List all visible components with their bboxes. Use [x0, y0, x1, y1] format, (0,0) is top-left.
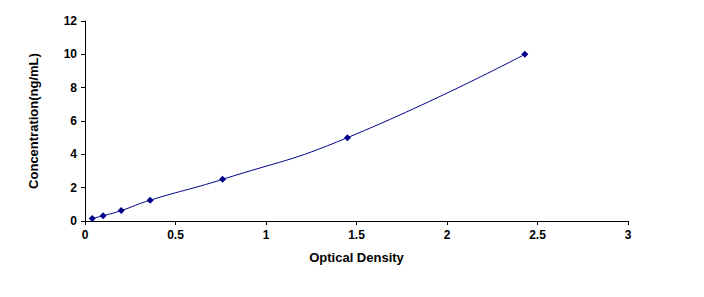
svg-text:10: 10	[64, 47, 78, 61]
svg-text:2.5: 2.5	[529, 228, 546, 242]
svg-text:1: 1	[263, 228, 270, 242]
svg-text:1.5: 1.5	[348, 228, 365, 242]
svg-text:6: 6	[70, 114, 77, 128]
svg-text:0.5: 0.5	[167, 228, 184, 242]
svg-text:4: 4	[70, 147, 77, 161]
svg-text:2: 2	[70, 181, 77, 195]
svg-text:2: 2	[444, 228, 451, 242]
svg-text:Optical Density: Optical Density	[309, 250, 404, 265]
svg-text:8: 8	[70, 81, 77, 95]
svg-text:3: 3	[625, 228, 632, 242]
svg-text:Concentration(ng/mL): Concentration(ng/mL)	[26, 53, 41, 189]
svg-text:12: 12	[64, 14, 78, 28]
svg-text:0: 0	[82, 228, 89, 242]
svg-text:0: 0	[70, 214, 77, 228]
